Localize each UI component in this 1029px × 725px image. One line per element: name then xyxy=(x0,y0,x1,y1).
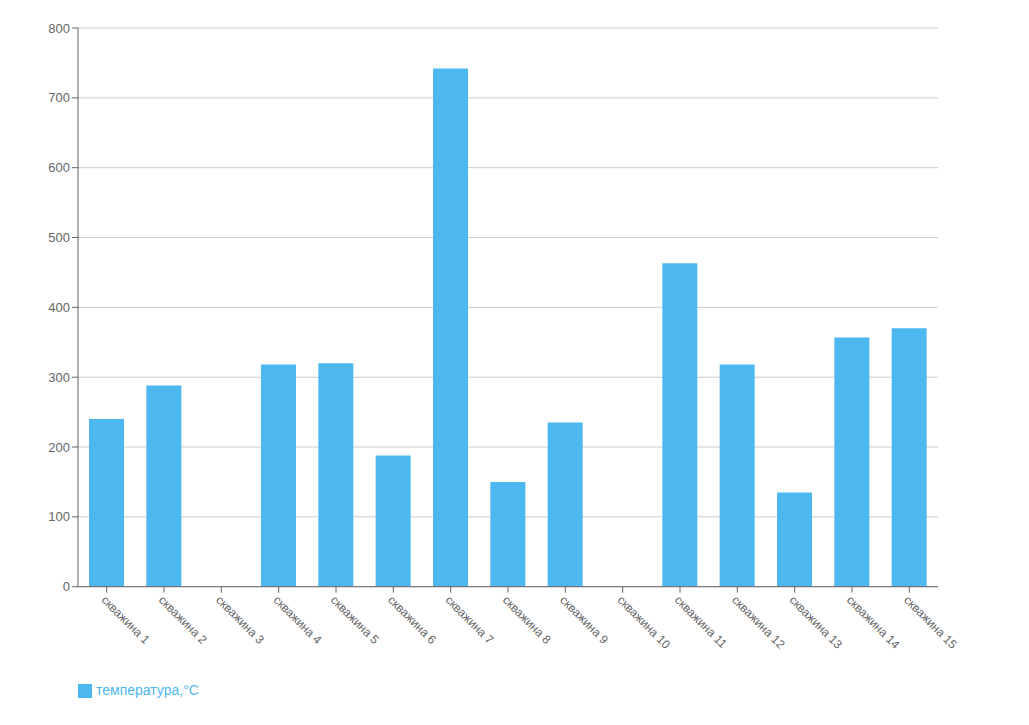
svg-text:скважина 12: скважина 12 xyxy=(729,593,788,652)
svg-text:800: 800 xyxy=(48,21,70,36)
svg-text:700: 700 xyxy=(48,90,70,105)
svg-text:скважина 15: скважина 15 xyxy=(901,593,960,652)
svg-text:скважина 14: скважина 14 xyxy=(844,593,903,652)
svg-text:600: 600 xyxy=(48,160,70,175)
svg-text:скважина 1: скважина 1 xyxy=(99,593,153,647)
svg-text:скважина 5: скважина 5 xyxy=(328,593,382,647)
html-text:температура,°C: температура,°C xyxy=(96,681,199,698)
svg-text:400: 400 xyxy=(48,300,70,315)
svg-text:скважина 2: скважина 2 xyxy=(156,593,210,647)
svg-text:100: 100 xyxy=(48,509,70,524)
svg-text:300: 300 xyxy=(48,370,70,385)
svg-text:скважина 6: скважина 6 xyxy=(385,593,439,647)
svg-text:скважина 3: скважина 3 xyxy=(213,593,267,647)
svg-text:скважина 7: скважина 7 xyxy=(443,593,497,647)
svg-text:скважина 13: скважина 13 xyxy=(787,593,846,652)
svg-text:скважина 10: скважина 10 xyxy=(615,593,674,652)
svg-text:скважина 8: скважина 8 xyxy=(500,593,554,647)
svg-text:500: 500 xyxy=(48,230,70,245)
svg-text:0: 0 xyxy=(63,579,70,594)
svg-text:скважина 11: скважина 11 xyxy=(672,593,730,651)
svg-text:скважина 9: скважина 9 xyxy=(557,593,611,647)
svg-text:скважина 4: скважина 4 xyxy=(271,593,325,647)
svg-text:200: 200 xyxy=(48,440,70,455)
